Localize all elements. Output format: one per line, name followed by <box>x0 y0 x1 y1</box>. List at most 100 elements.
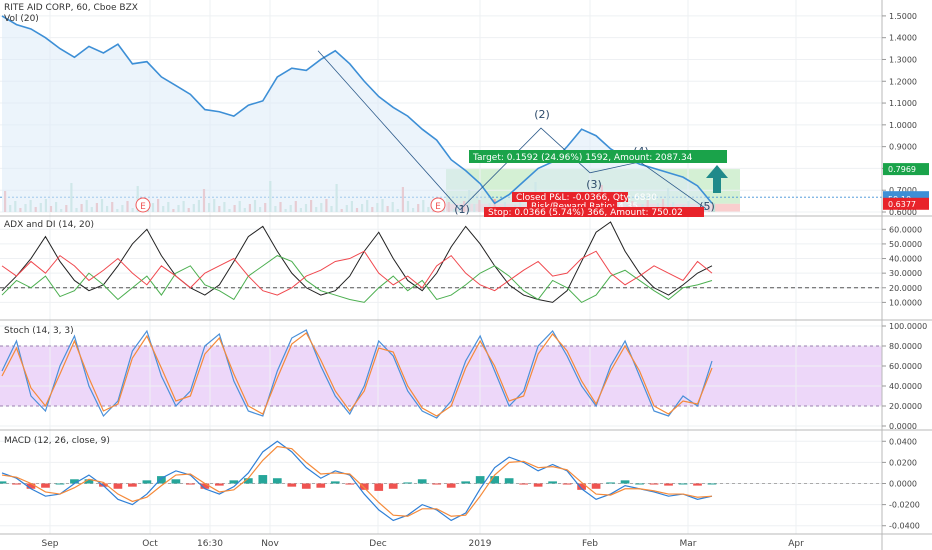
macd-histogram <box>0 475 717 491</box>
price-axis-label: 0.6000 <box>889 208 917 217</box>
macd-histogram-bar <box>345 483 355 485</box>
macd-histogram-bar <box>461 481 471 484</box>
wave-label: (3) <box>586 178 602 191</box>
price-axis-tag <box>883 163 929 176</box>
price-axis-tag-label: 0.7969 <box>888 165 916 174</box>
macd-histogram-bar <box>606 482 615 484</box>
macd-histogram-bar <box>519 483 528 485</box>
price-series-line[interactable] <box>1 15 713 205</box>
time-tick-label: Oct <box>142 539 158 549</box>
time-tick-label: 16:30 <box>197 539 223 549</box>
macd-histogram-bar <box>432 483 442 485</box>
earnings-event-icon[interactable] <box>430 197 446 213</box>
macd-histogram-bar <box>330 481 340 484</box>
macd-histogram-bar <box>403 482 413 484</box>
macd-histogram-bar <box>678 483 688 485</box>
macd-histogram-bar <box>693 483 702 486</box>
stop-label-box[interactable] <box>484 207 704 217</box>
macd-histogram-bar <box>359 483 369 490</box>
adx-title: ADX and DI (14, 20) <box>4 220 94 230</box>
macd-title: MACD (12, 26, close, 9) <box>4 436 110 446</box>
target-label: Target: 0.1592 (24.96%) 1592, Amount: 20… <box>472 153 693 163</box>
macd-line[interactable] <box>1 440 713 522</box>
macd-histogram-bar <box>12 483 21 485</box>
macd-histogram-bar <box>707 483 717 485</box>
macd-histogram-bar <box>417 479 427 484</box>
macd-histogram-bar <box>490 476 499 484</box>
price-axis-tag-label: 0.6377 <box>888 200 916 209</box>
time-tick-label: Mar <box>680 539 697 549</box>
earnings-event-icon[interactable] <box>135 197 151 213</box>
price-axis-tag <box>883 197 929 210</box>
adx-line[interactable] <box>1 221 713 303</box>
price-axis-label: 60.0000 <box>889 225 922 234</box>
earnings-event-label: E <box>435 202 441 212</box>
macd-histogram-bar <box>562 483 572 485</box>
macd-histogram-bar <box>446 483 456 488</box>
time-tick-label: Dec <box>369 539 386 549</box>
time-tick-label: Apr <box>788 539 804 549</box>
macd-histogram-bar <box>200 483 210 489</box>
price-axis-label: 0.0200 <box>889 458 917 467</box>
macd-histogram-bar <box>84 479 94 484</box>
macd-histogram-bar <box>26 483 36 489</box>
price-axis-label: 60.0000 <box>889 362 922 371</box>
macd-histogram-bar <box>287 483 297 487</box>
macd-histogram-bar <box>548 481 557 484</box>
macd-histogram-bar <box>215 483 224 486</box>
wave-label: (2) <box>534 108 550 121</box>
price-axis-label: -0.0200 <box>889 501 920 510</box>
volume-bar <box>712 203 716 212</box>
macd-histogram-bar <box>41 483 50 488</box>
price-axis-label: 20.0000 <box>889 402 922 411</box>
price-axis-label: -0.0400 <box>889 522 920 531</box>
macd-histogram-bar <box>0 481 7 484</box>
price-axis-label: 80.0000 <box>889 342 922 351</box>
macd-histogram-bar <box>620 480 630 484</box>
price-axis-label: 1.0000 <box>889 121 917 130</box>
signal-line[interactable] <box>1 445 713 517</box>
price-area <box>2 15 712 213</box>
macd-histogram-bar <box>55 483 65 485</box>
macd-histogram-bar <box>533 483 543 487</box>
stop-label: Stop: 0.0366 (5.74%) 366, Amount: 750.02 <box>488 208 683 218</box>
price-axis-label: 0.0000 <box>889 422 917 431</box>
macd-histogram-bar <box>243 478 253 484</box>
stoch-title: Stoch (14, 3, 3) <box>4 326 74 336</box>
price-axis-label: 1.1000 <box>889 99 917 108</box>
wave-label: (1) <box>454 203 470 216</box>
macd-histogram-bar <box>229 480 239 484</box>
macd-histogram-bar <box>70 479 79 484</box>
macd-histogram-bar <box>388 483 398 489</box>
price-axis-label: 50.0000 <box>889 240 922 249</box>
macd-histogram-bar <box>504 478 514 484</box>
time-tick-label: Sep <box>42 539 59 549</box>
price-axis-label: 40.0000 <box>889 382 922 391</box>
stoch-d-line[interactable] <box>1 332 713 417</box>
price-axis-label: 0.0000 <box>889 480 917 489</box>
price-axis-label: 1.5000 <box>889 12 917 21</box>
closed-pl-label: Closed P&L: -0.0366, Qty: 6830 <box>516 193 657 203</box>
di-minus-line[interactable] <box>1 250 713 296</box>
price-axis[interactable]: 0.60000.70000.80000.90001.00001.10001.20… <box>882 12 929 531</box>
time-axis[interactable]: Sep Oct 16:30 Nov Dec 2019 Feb Mar Apr <box>42 539 805 549</box>
price-axis-label: 30.0000 <box>889 269 922 278</box>
di-plus-line[interactable] <box>1 255 713 303</box>
macd-histogram-bar <box>577 483 586 490</box>
macd-histogram-bar <box>157 476 166 484</box>
macd-histogram-bar <box>128 483 137 487</box>
closed-pl-box[interactable] <box>512 192 628 202</box>
symbol-title: RITE AID CORP, 60, Cboe BZX <box>4 3 138 13</box>
macd-pane[interactable] <box>0 430 882 534</box>
price-axis-label: 40.0000 <box>889 255 922 264</box>
adx-pane[interactable] <box>0 216 882 320</box>
macd-histogram-bar <box>301 483 311 489</box>
macd-histogram-bar <box>258 475 268 484</box>
macd-histogram-bar <box>272 478 282 484</box>
macd-histogram-bar <box>186 483 195 485</box>
macd-histogram-bar <box>664 483 673 486</box>
target-label-box[interactable] <box>469 150 727 163</box>
price-axis-label: 1.2000 <box>889 77 917 86</box>
stoch-overbought-oversold-band <box>0 346 882 406</box>
